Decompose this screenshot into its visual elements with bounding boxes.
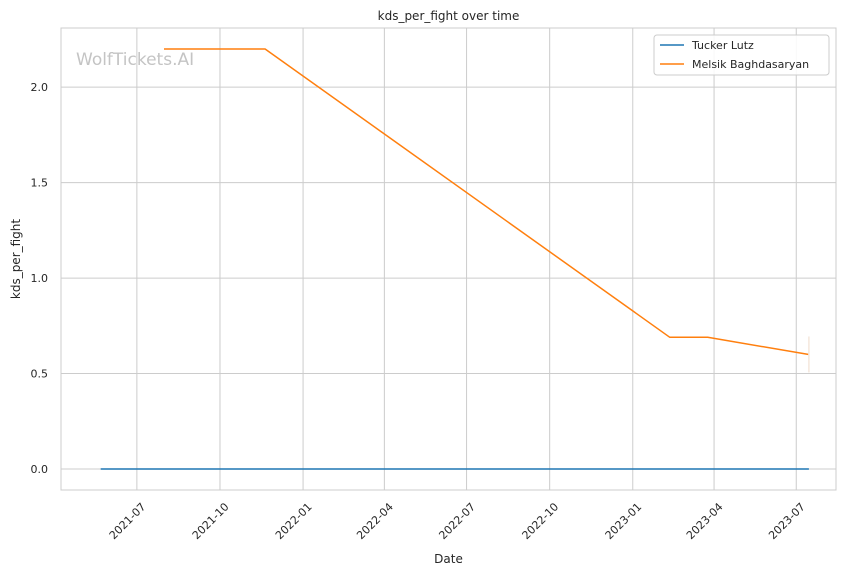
legend-label: Melsik Baghdasaryan <box>692 58 809 71</box>
plot-frame <box>60 27 837 491</box>
y-tick-label: 1.0 <box>31 272 49 285</box>
x-axis-label: Date <box>434 552 463 566</box>
series-line <box>164 48 810 356</box>
series-layer <box>100 48 810 470</box>
legend-box <box>653 34 830 76</box>
chart-title: kds_per_fight over time <box>378 9 520 23</box>
y-axis-label: kds_per_fight <box>9 219 23 300</box>
y-tick-label: 0.5 <box>31 368 49 381</box>
y-tick-label: 1.5 <box>31 177 49 190</box>
y-tick-label: 2.0 <box>31 81 49 94</box>
legend: Tucker Lutz Melsik Baghdasaryan <box>653 34 830 76</box>
legend-label: Tucker Lutz <box>691 39 754 52</box>
y-tick-label: 0.0 <box>31 463 49 476</box>
watermark: WolfTickets.AI <box>76 50 194 70</box>
